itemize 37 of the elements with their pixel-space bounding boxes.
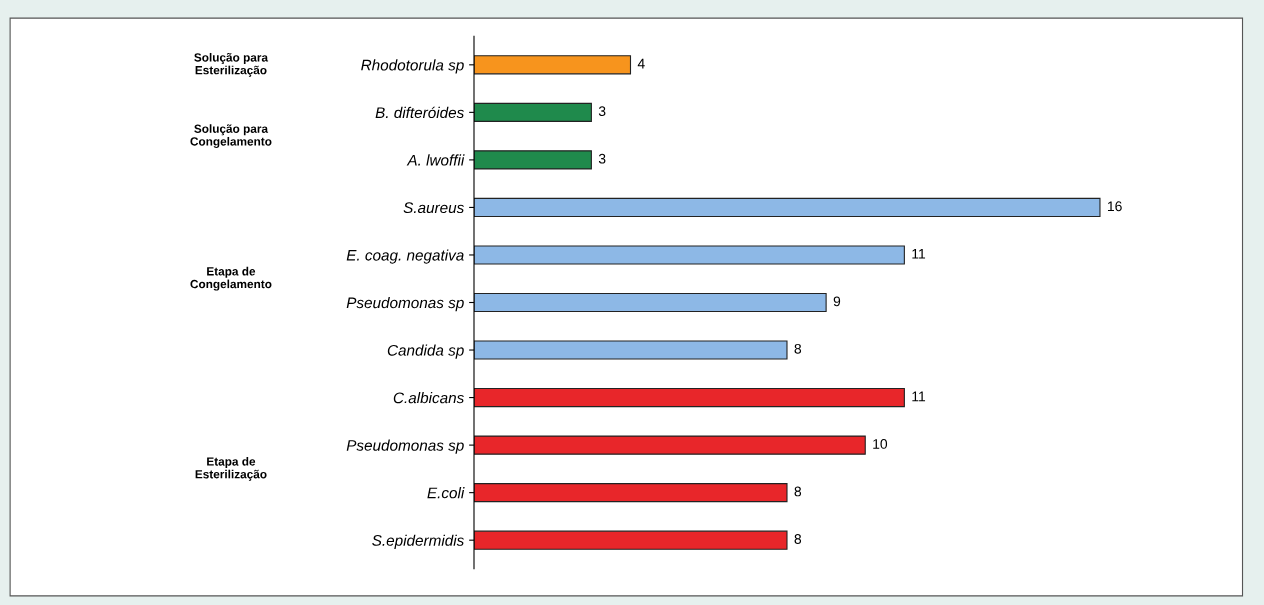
data-label: 8 [794, 343, 802, 354]
y-tick-label: S.epidermidis [372, 534, 464, 549]
bar [474, 387, 905, 408]
y-tick-label: S.aureus [403, 202, 464, 214]
data-label: 3 [598, 153, 606, 164]
bar [474, 102, 592, 122]
data-label: 11 [912, 249, 926, 259]
data-label: 3 [598, 106, 606, 117]
bar [474, 150, 592, 170]
y-tick-label: E.coli [427, 487, 465, 499]
text: Etapa de Congelamento [190, 266, 272, 291]
data-label: 11 [912, 391, 926, 402]
bar [474, 55, 632, 75]
y-tick-label: B. difteróides [375, 106, 464, 119]
data-label: 8 [794, 534, 802, 544]
text: Solução para Esterilização [194, 52, 269, 77]
y-tick-label: Rhodotorula sp [361, 59, 464, 74]
y-tick-label: Pseudomonas sp [346, 439, 464, 454]
bar [474, 245, 905, 265]
bar [474, 197, 1101, 218]
text: Etapa de Esterilização [195, 457, 267, 481]
bar [474, 483, 788, 503]
data-label: 4 [637, 58, 645, 69]
y-tick-label: A. lwoffii [406, 154, 465, 166]
data-label: 16 [1107, 201, 1122, 212]
bar [474, 530, 788, 550]
bar [474, 340, 788, 360]
bar [474, 292, 827, 313]
y-tick-label: Candida sp [387, 344, 464, 359]
data-label: 10 [873, 439, 888, 449]
data-label: 9 [833, 296, 841, 307]
y-tick-label: E. coag. negativa [346, 249, 464, 264]
data-label: 8 [794, 486, 802, 497]
bar [474, 435, 866, 455]
y-tick-label: Pseudomonas sp [346, 296, 464, 312]
y-tick-label: C.albicans [393, 392, 464, 404]
text: Solução para Congelamento [190, 124, 272, 149]
